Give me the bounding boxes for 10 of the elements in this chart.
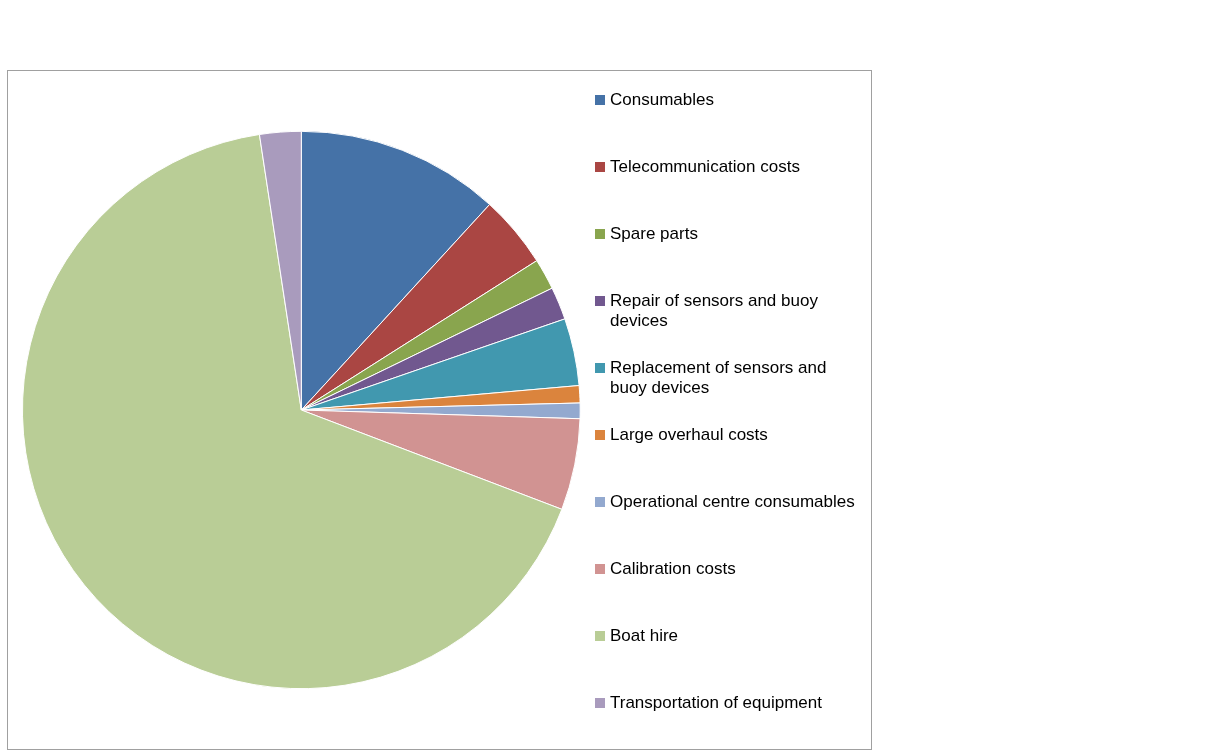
legend-label: Calibration costs — [610, 559, 736, 579]
legend-label: Replacement of sensors and buoy devices — [610, 358, 828, 398]
legend-label: Telecommunication costs — [610, 157, 800, 177]
legend-label: Operational centre consumables — [610, 492, 855, 512]
legend-label: Spare parts — [610, 224, 698, 244]
legend-label: Repair of sensors and buoy devices — [610, 291, 819, 331]
legend-label: Consumables — [610, 90, 714, 110]
legend-label: Boat hire — [610, 626, 679, 646]
legend-label: Large overhaul costs — [610, 425, 768, 445]
legend-label: Transportation of equipment — [610, 693, 822, 713]
